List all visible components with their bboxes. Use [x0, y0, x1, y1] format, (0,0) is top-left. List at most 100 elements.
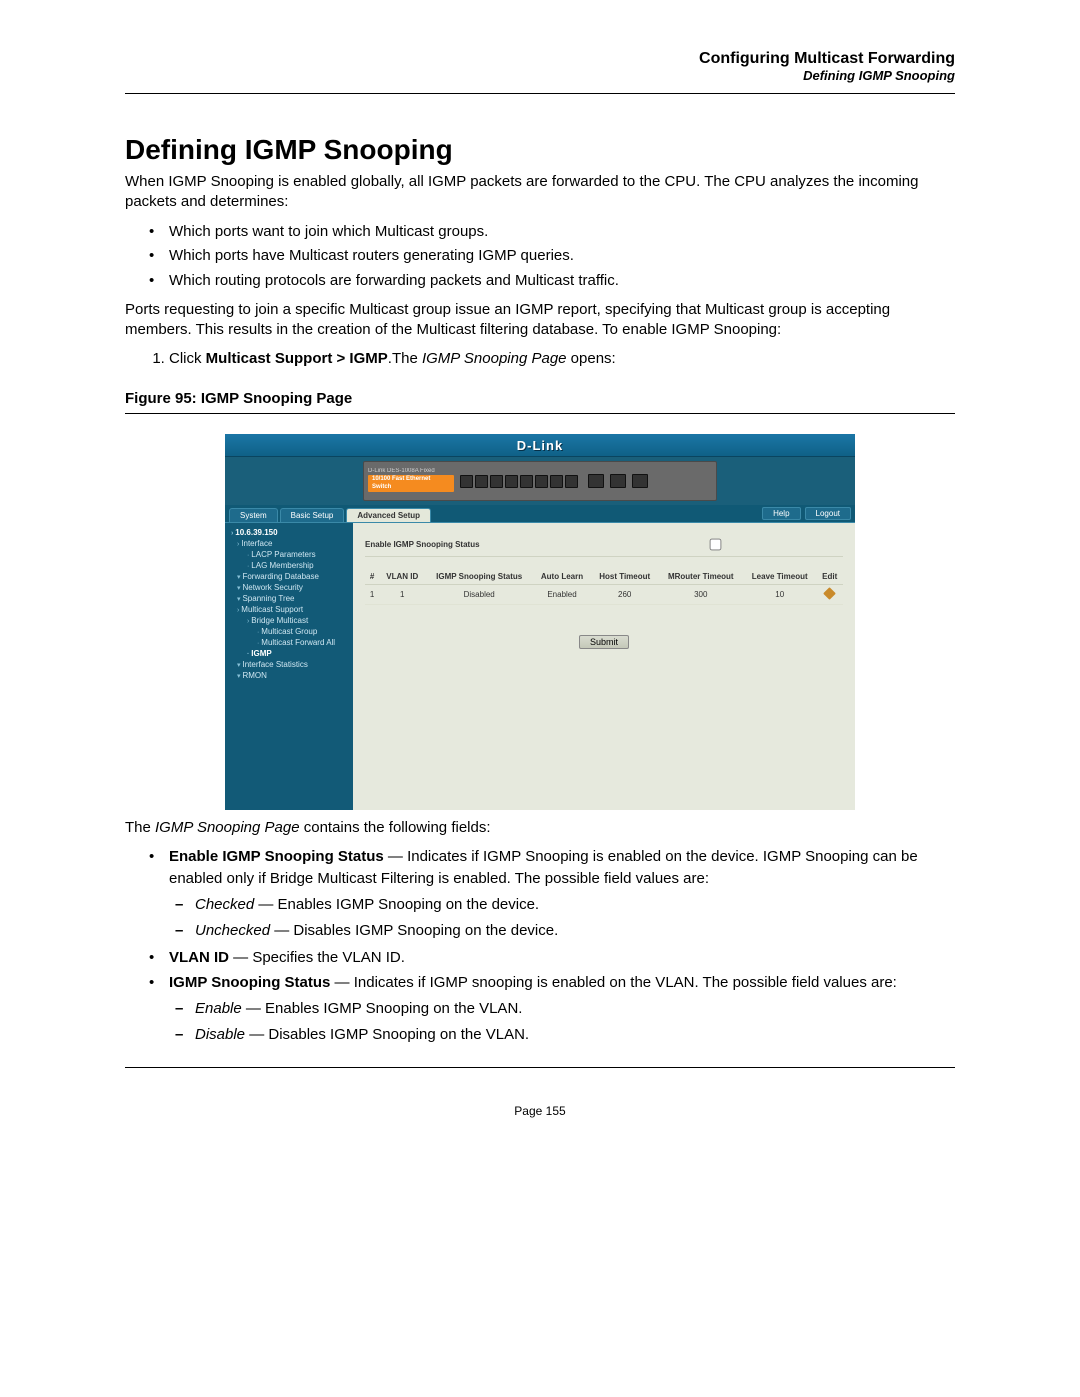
page-title: Defining IGMP Snooping [125, 134, 955, 166]
running-header: Configuring Multicast Forwarding Definin… [125, 50, 955, 83]
value-desc: — Disables IGMP Snooping on the VLAN. [245, 1026, 529, 1043]
field-desc: — Indicates if IGMP snooping is enabled … [330, 974, 896, 991]
cell-edit [816, 584, 843, 604]
th-num: # [365, 571, 379, 584]
port-icon [520, 475, 533, 488]
sidebar-item-multicast-support[interactable]: Multicast Support [225, 604, 353, 615]
value-name: Unchecked [195, 922, 270, 939]
field-name: IGMP Snooping Status [169, 974, 330, 991]
sidebar-item-multicast-group[interactable]: Multicast Group [225, 626, 353, 637]
content-area: Enable IGMP Snooping Status # VLAN ID IG… [353, 523, 855, 810]
aux-port-icon [610, 474, 626, 488]
th-leave-timeout: Leave Timeout [743, 571, 816, 584]
edit-icon[interactable] [823, 587, 836, 600]
sidebar-item-network-security[interactable]: Network Security [225, 582, 353, 593]
sidebar-item-spanning-tree[interactable]: Spanning Tree [225, 593, 353, 604]
header-rule [125, 93, 955, 94]
brand-bar: D-Link [225, 434, 855, 457]
tab-advanced-setup[interactable]: Advanced Setup [346, 508, 431, 522]
th-vlan-id: VLAN ID [379, 571, 425, 584]
cell-auto-learn: Enabled [533, 584, 591, 604]
value-name: Checked [195, 896, 254, 913]
field-status-values: Enable — Enables IGMP Snooping on the VL… [169, 998, 955, 1046]
step-list: Click Multicast Support > IGMP.The IGMP … [125, 348, 955, 370]
value-name: Enable [195, 1000, 242, 1017]
step-1-text: Click [169, 350, 206, 367]
enable-igmp-label: Enable IGMP Snooping Status [365, 540, 705, 549]
port-icon [535, 475, 548, 488]
help-button[interactable]: Help [762, 507, 800, 520]
port-group [460, 475, 578, 488]
cell-leave-timeout: 10 [743, 584, 816, 604]
text: contains the following fields: [300, 819, 491, 836]
sidebar-item-interface[interactable]: Interface [225, 538, 353, 549]
th-host-timeout: Host Timeout [591, 571, 659, 584]
field-desc: — Specifies the VLAN ID. [229, 949, 405, 966]
intro-paragraph: When IGMP Snooping is enabled globally, … [125, 172, 955, 213]
value-desc: — Disables IGMP Snooping on the device. [270, 922, 558, 939]
sidebar-item-rmon[interactable]: RMON [225, 670, 353, 681]
th-edit: Edit [816, 571, 843, 584]
device-badge: 10/100 Fast Ethernet Switch [368, 475, 454, 491]
step-1-bold: Multicast Support > IGMP [206, 350, 388, 367]
port-icon [505, 475, 518, 488]
device-label: D-Link DES-1008A Fixed 10/100 Fast Ether… [368, 468, 454, 494]
figure-caption: Figure 95: IGMP Snooping Page [125, 390, 955, 407]
intro-bullet: Which ports want to join which Multicast… [169, 221, 955, 243]
device-model: DES-1008A Fixed [387, 468, 435, 474]
page-number: Page 155 [125, 1104, 955, 1118]
tab-basic-setup[interactable]: Basic Setup [280, 508, 345, 522]
footer-rule [125, 1067, 955, 1068]
header-chapter: Configuring Multicast Forwarding [125, 50, 955, 68]
fields-list: Enable IGMP Snooping Status — Indicates … [125, 846, 955, 1045]
aux-port-icon [588, 474, 604, 488]
port-icon [565, 475, 578, 488]
value-unchecked: Unchecked — Disables IGMP Snooping on th… [195, 920, 955, 942]
sidebar-item-lacp[interactable]: LACP Parameters [225, 549, 353, 560]
th-snooping-status: IGMP Snooping Status [425, 571, 533, 584]
enable-row: Enable IGMP Snooping Status [365, 531, 843, 557]
intro-bullet: Which routing protocols are forwarding p… [169, 270, 955, 292]
cell-snooping-status: Disabled [425, 584, 533, 604]
enable-igmp-checkbox[interactable] [710, 539, 722, 551]
cell-host-timeout: 260 [591, 584, 659, 604]
field-enable: Enable IGMP Snooping Status — Indicates … [169, 846, 955, 941]
logout-button[interactable]: Logout [805, 507, 851, 520]
value-desc: — Enables IGMP Snooping on the device. [254, 896, 539, 913]
tab-system[interactable]: System [229, 508, 278, 522]
device-panel: D-Link DES-1008A Fixed 10/100 Fast Ether… [363, 461, 717, 501]
sidebar-root[interactable]: 10.6.39.150 [225, 527, 353, 538]
field-vlan-id: VLAN ID — Specifies the VLAN ID. [169, 947, 955, 969]
sidebar-item-bridge-multicast[interactable]: Bridge Multicast [225, 615, 353, 626]
intro-bullet-list: Which ports want to join which Multicast… [125, 221, 955, 292]
sidebar-item-multicast-forward-all[interactable]: Multicast Forward All [225, 637, 353, 648]
cell-mrouter-timeout: 300 [659, 584, 744, 604]
aux-port-group [588, 474, 648, 488]
step-1-ital: IGMP Snooping Page [422, 350, 567, 367]
port-icon [490, 475, 503, 488]
port-icon [475, 475, 488, 488]
igmp-table: # VLAN ID IGMP Snooping Status Auto Lear… [365, 571, 843, 605]
brand-logo: D-Link [517, 438, 563, 453]
sidebar-item-igmp[interactable]: IGMP [225, 648, 353, 659]
sidebar-item-interface-statistics[interactable]: Interface Statistics [225, 659, 353, 670]
value-checked: Checked — Enables IGMP Snooping on the d… [195, 894, 955, 916]
field-enable-values: Checked — Enables IGMP Snooping on the d… [169, 894, 955, 942]
sidebar-item-lag-membership[interactable]: LAG Membership [225, 560, 353, 571]
value-desc: — Enables IGMP Snooping on the VLAN. [242, 1000, 523, 1017]
sidebar-item-forwarding-db[interactable]: Forwarding Database [225, 571, 353, 582]
step-1-text: .The [388, 350, 422, 367]
text: The [125, 819, 155, 836]
field-snooping-status: IGMP Snooping Status — Indicates if IGMP… [169, 972, 955, 1045]
submit-button[interactable]: Submit [579, 635, 629, 649]
intro-bullet: Which ports have Multicast routers gener… [169, 245, 955, 267]
step-1-text: opens: [567, 350, 616, 367]
page: Configuring Multicast Forwarding Definin… [0, 0, 1080, 1397]
field-name: Enable IGMP Snooping Status [169, 848, 384, 865]
screenshot-body: 10.6.39.150 Interface LACP Parameters LA… [225, 523, 855, 810]
text-ital: IGMP Snooping Page [155, 819, 300, 836]
value-name: Disable [195, 1026, 245, 1043]
port-icon [550, 475, 563, 488]
th-auto-learn: Auto Learn [533, 571, 591, 584]
paragraph-2: Ports requesting to join a specific Mult… [125, 300, 955, 341]
